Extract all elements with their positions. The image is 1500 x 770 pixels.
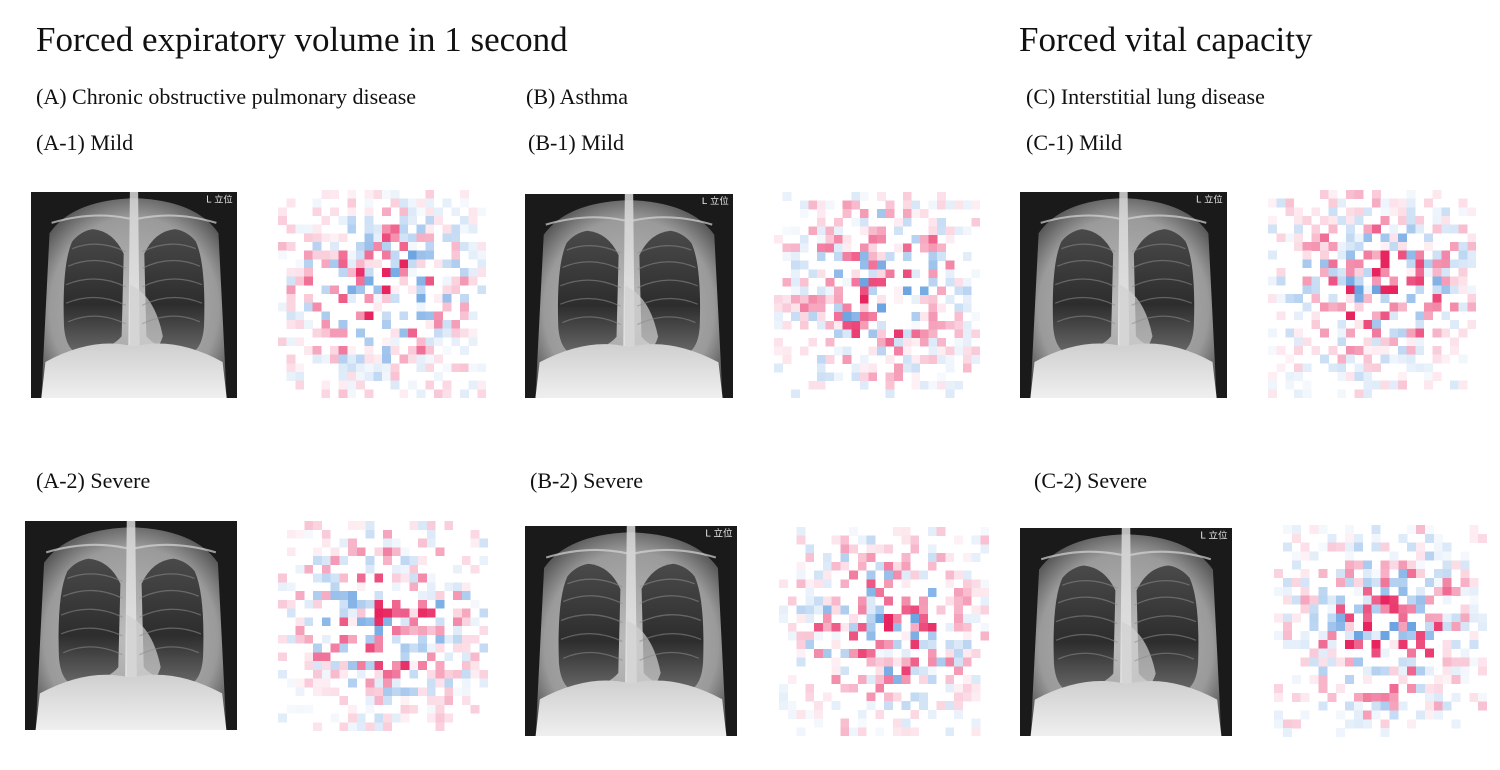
xray-marker: L 立位 [206,193,233,205]
title-fvc: Forced vital capacity [1019,20,1313,59]
xray-marker: L 立位 [1200,529,1228,541]
heatmap-b1 [774,192,980,398]
xray-a1: L 立位 [31,192,237,398]
xray-marker: L 立位 [705,528,733,540]
heatmap-a2-grid [278,521,488,731]
group-label-b: (B) Asthma [526,84,629,109]
panel-label-a2: (A-2) Severe [36,468,151,493]
heatmap-b1-grid [774,192,980,398]
heatmap-a2 [278,521,488,731]
group-label-a: (A) Chronic obstructive pulmonary diseas… [36,84,417,109]
xray-marker: L 立位 [702,195,729,207]
panel-label-c1: (C-1) Mild [1026,130,1122,155]
heatmap-b2 [779,527,989,736]
xray-b1: L 立位 [525,194,733,398]
panel-label-b2: (B-2) Severe [530,468,644,493]
panel-label-b1: (B-1) Mild [528,130,624,155]
xray-c1: L 立位 [1020,192,1227,398]
panel-label-c2: (C-2) Severe [1034,468,1148,493]
heatmap-a1-grid [278,190,486,398]
heatmap-c2-grid [1274,525,1487,737]
heatmap-b2-grid [779,527,989,736]
group-label-c: (C) Interstitial lung disease [1026,84,1265,109]
xray-b2: L 立位 [525,526,737,736]
xray-c2: L 立位 [1020,528,1232,736]
xray-a2 [25,521,237,730]
heatmap-c1-grid [1268,190,1476,398]
heatmap-c1 [1268,190,1476,398]
panel-label-a1: (A-1) Mild [36,130,134,155]
heatmap-c2 [1274,525,1487,737]
xray-marker: L 立位 [1196,193,1223,205]
heatmap-a1 [278,190,486,398]
title-fev1: Forced expiratory volume in 1 second [36,20,568,59]
